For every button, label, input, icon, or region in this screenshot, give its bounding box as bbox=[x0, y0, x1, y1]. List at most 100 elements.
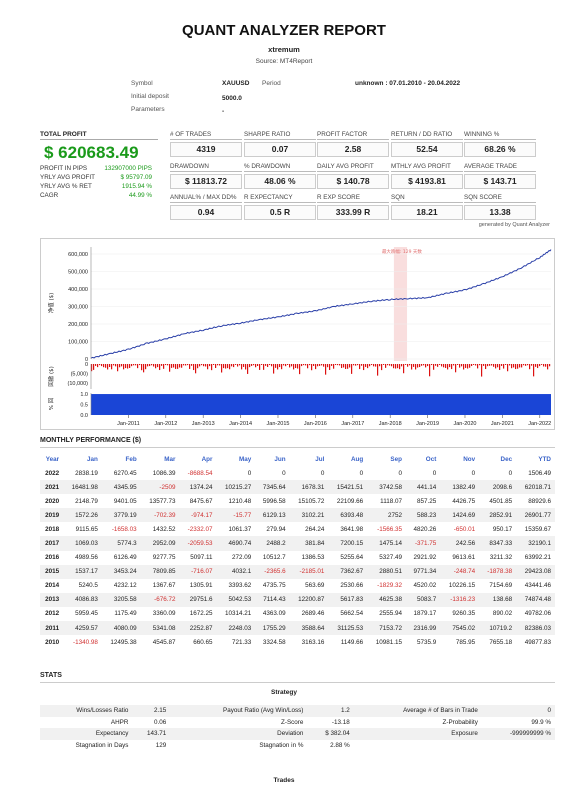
month-cell: 4086.83 bbox=[63, 592, 102, 607]
drawdown-bar bbox=[183, 364, 185, 366]
stat-value: -999999999 % bbox=[481, 728, 555, 740]
table-row: 2012 5959.45 1175.49 3360.09 1672.25 10314.21… bbox=[40, 607, 555, 621]
drawdown-bar bbox=[107, 364, 109, 370]
drawdown-bar bbox=[157, 364, 159, 368]
drawdown-bar bbox=[319, 364, 321, 366]
drawdown-bar bbox=[457, 364, 459, 365]
drawdown-bar bbox=[527, 364, 529, 366]
drawdown-bar bbox=[415, 364, 417, 370]
stat-value: 1.2 bbox=[307, 705, 354, 717]
month-cell: 5083.7 bbox=[405, 592, 441, 607]
month-cell: 5996.58 bbox=[262, 497, 286, 505]
drawdown-bar bbox=[379, 364, 381, 367]
month-cell: 2148.79 bbox=[75, 497, 98, 505]
drawdown-bar bbox=[497, 364, 499, 368]
drawdown-bar bbox=[133, 364, 135, 366]
symbol-label: Symbol bbox=[131, 80, 153, 87]
month-cell: 8347.33 bbox=[479, 536, 517, 551]
month-cell: 5959.45 bbox=[75, 610, 98, 618]
metric-value: $ 4193.81 bbox=[391, 174, 463, 189]
drawdown-bar bbox=[537, 364, 539, 369]
drawdown-bar bbox=[351, 364, 353, 374]
drawdown-bar bbox=[437, 364, 439, 367]
month-cell: 1374.24 bbox=[179, 480, 217, 495]
y-tick-label: 200,000 bbox=[68, 322, 88, 328]
month-cell: 4520.02 bbox=[413, 582, 437, 590]
metric-box: SQN 18.21 bbox=[391, 194, 463, 220]
drawdown-bar bbox=[267, 364, 269, 367]
drawdown-bar bbox=[323, 364, 325, 367]
stat-label: Wins/Losses Ratio bbox=[40, 705, 133, 717]
report-title: QUANT ANALYZER REPORT bbox=[182, 22, 386, 39]
x-tick-label: Jan-2014 bbox=[229, 421, 252, 427]
month-cell: 7200.15 bbox=[328, 536, 368, 551]
yrly-avg-ret-value: 1915.94 % bbox=[121, 183, 152, 190]
month-cell: 5097.11 bbox=[190, 554, 213, 562]
drawdown-bar bbox=[479, 364, 481, 366]
monthly-header: Aug bbox=[350, 456, 364, 463]
month-cell: 0 bbox=[359, 469, 364, 477]
drawdown-bar bbox=[359, 364, 361, 370]
month-cell: 82386.03 bbox=[516, 621, 555, 636]
drawdown-bar bbox=[419, 364, 421, 368]
drawdown-bar bbox=[495, 364, 497, 369]
total-profit-value: $ 620683.49 bbox=[44, 143, 139, 162]
metric-value: 68.26 % bbox=[464, 142, 536, 157]
drawdown-bar bbox=[143, 364, 145, 373]
metric-label: PROFIT FACTOR bbox=[317, 131, 389, 140]
drawdown-bar bbox=[101, 364, 103, 367]
year-cell: 2016 bbox=[45, 554, 60, 562]
metric-value: $ 143.71 bbox=[464, 174, 536, 189]
month-cell: 12495.38 bbox=[110, 638, 137, 646]
stat-value: $ 382.04 bbox=[307, 728, 354, 740]
x-tick-label: Jan-2013 bbox=[192, 421, 215, 427]
month-cell: 1537.17 bbox=[63, 564, 102, 579]
table-row: Stagnation in Days 129 Stagnation in % 2.88… bbox=[40, 740, 555, 752]
x-tick-label: Jan-2021 bbox=[491, 421, 514, 427]
drawdown-bar bbox=[369, 364, 371, 367]
month-cell: 4426.75 bbox=[452, 497, 476, 505]
month-cell: 721.33 bbox=[232, 638, 252, 646]
stats-title: STATS bbox=[40, 672, 62, 679]
deposit-value: 5000.0 bbox=[222, 95, 242, 102]
month-cell: 7655.18 bbox=[489, 638, 513, 646]
month-cell: 9260.35 bbox=[452, 610, 476, 618]
month-cell: 7114.43 bbox=[255, 592, 290, 607]
drawdown-bar bbox=[223, 364, 225, 369]
month-cell: 1678.31 bbox=[289, 480, 329, 495]
y-axis-label: 回撤 ($) bbox=[47, 366, 55, 387]
drawdown-bar bbox=[449, 364, 451, 368]
divider bbox=[40, 139, 158, 140]
month-cell: 5662.54 bbox=[340, 610, 364, 618]
drawdown-bar bbox=[109, 364, 111, 368]
drawdown-bar bbox=[327, 364, 329, 368]
drawdown-bar bbox=[105, 364, 107, 368]
year-cell: 2017 bbox=[40, 536, 64, 551]
y-tick-label: 0.0 bbox=[80, 413, 88, 419]
drawdown-bar bbox=[237, 364, 239, 367]
month-cell: 857.25 bbox=[417, 497, 437, 505]
drawdown-bar bbox=[347, 364, 349, 369]
drawdown-bar bbox=[123, 364, 125, 370]
metric-box: % DRAWDOWN 48.06 % bbox=[244, 163, 316, 189]
drawdown-bar bbox=[173, 364, 175, 368]
stat-label: Z-Score bbox=[281, 718, 304, 726]
drawdown-bar bbox=[503, 364, 505, 369]
month-cell: 3211.32 bbox=[489, 554, 513, 562]
metric-box: R EXP SCORE 333.99 R bbox=[317, 194, 389, 220]
month-cell: 6270.45 bbox=[113, 469, 137, 477]
drawdown-bar bbox=[309, 364, 311, 366]
month-cell: 7545.02 bbox=[440, 621, 480, 636]
drawdown-bar bbox=[315, 364, 317, 370]
drawdown-bar bbox=[201, 364, 203, 366]
month-cell: 1305.91 bbox=[189, 582, 213, 590]
table-row: 2014 5240.5 4232.12 1367.67 1305.91 3393.62 47… bbox=[40, 579, 555, 593]
monthly-header: Oct bbox=[425, 456, 437, 463]
month-cell: 4625.38 bbox=[367, 592, 406, 607]
year-cell: 2021 bbox=[40, 480, 64, 495]
month-cell: 5042.53 bbox=[216, 592, 256, 607]
monthly-header: Jun bbox=[274, 456, 286, 463]
stat-value: 0 bbox=[481, 705, 555, 717]
generated-by: generated by Quant Analyzer bbox=[478, 222, 550, 228]
drawdown-bar bbox=[371, 364, 373, 366]
